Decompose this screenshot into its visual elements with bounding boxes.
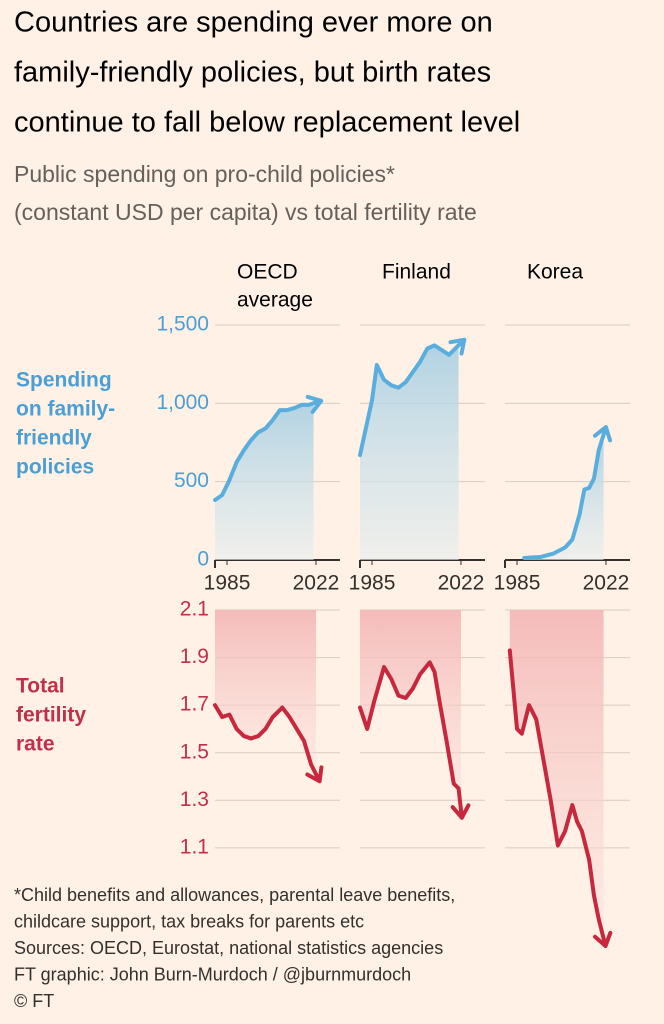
- arrowhead: [592, 425, 613, 443]
- line: [358, 660, 463, 812]
- arrowhead: [305, 394, 324, 414]
- y-axis-label: friendly: [16, 427, 92, 450]
- y-tick-label: 500: [174, 469, 209, 492]
- panel-title: Korea: [527, 261, 583, 284]
- subtitle: Public spending on pro-child policies*: [14, 161, 395, 187]
- arrowhead: [593, 930, 613, 948]
- subtitle: (constant USD per capita) vs total ferti…: [14, 199, 477, 225]
- y-axis-label: on family-: [16, 398, 115, 421]
- line: [507, 648, 606, 941]
- area: [215, 610, 316, 775]
- footnote: FT graphic: John Burn-Murdoch / @jburnmu…: [14, 964, 411, 984]
- line: [213, 401, 316, 502]
- x-tick-label: 1985: [204, 572, 251, 595]
- panel-title: Finland: [382, 261, 451, 284]
- title: family-friendly policies, but birth rate…: [14, 57, 491, 89]
- y2-tick-label: 1.9: [180, 645, 209, 668]
- x-tick-label: 1985: [349, 572, 396, 595]
- footnote: *Child benefits and allowances, parental…: [14, 885, 455, 905]
- y-tick-label: 1,500: [156, 313, 209, 336]
- area: [360, 610, 461, 810]
- area: [509, 610, 604, 939]
- area: [524, 434, 604, 560]
- line: [213, 703, 318, 777]
- y2-axis-label: fertility: [16, 704, 86, 727]
- y-tick-label: 0: [197, 548, 209, 571]
- line: [522, 432, 606, 560]
- x-tick-label: 2022: [293, 572, 340, 595]
- line: [358, 343, 461, 458]
- x-tick-label: 2022: [583, 572, 630, 595]
- arrowhead: [305, 765, 324, 784]
- area: [360, 345, 459, 560]
- y-axis-label: policies: [16, 456, 94, 479]
- title: continue to fall below replacement level: [14, 107, 520, 139]
- footnote: Sources: OECD, Eurostat, national statis…: [14, 938, 443, 958]
- area: [215, 403, 314, 560]
- y2-tick-label: 2.1: [180, 598, 209, 621]
- title: Countries are spending ever more on: [14, 7, 493, 39]
- footnote: childcare support, tax breaks for parent…: [14, 911, 364, 931]
- y-axis-label: Spending: [16, 369, 112, 392]
- y2-axis-label: Total: [16, 675, 65, 698]
- y-tick-label: 1,000: [156, 391, 209, 414]
- y2-tick-label: 1.3: [180, 788, 209, 811]
- arrowhead: [450, 803, 471, 820]
- panel-title: OECD: [237, 261, 298, 284]
- x-tick-label: 2022: [438, 572, 485, 595]
- y2-axis-label: rate: [16, 733, 55, 756]
- y2-tick-label: 1.1: [180, 835, 209, 858]
- footnote: © FT: [14, 991, 54, 1011]
- y2-tick-label: 1.7: [180, 693, 209, 716]
- x-tick-label: 1985: [494, 572, 541, 595]
- panel-title: average: [237, 289, 313, 312]
- arrowhead: [448, 337, 467, 356]
- y2-tick-label: 1.5: [180, 740, 209, 763]
